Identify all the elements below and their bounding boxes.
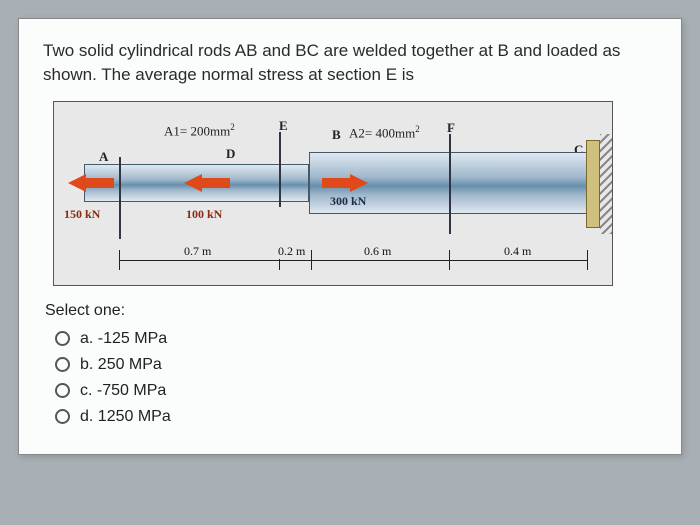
- dim-1: 0.7 m: [182, 244, 213, 259]
- option-d[interactable]: d. 1250 MPa: [55, 408, 657, 426]
- arrow-150kn: [68, 174, 114, 192]
- radio-icon: [55, 357, 70, 372]
- dim-line: [449, 260, 587, 261]
- section-e: [279, 132, 281, 207]
- option-a[interactable]: a. -125 MPa: [55, 330, 657, 348]
- select-label: Select one:: [45, 302, 657, 320]
- section-f: [449, 134, 451, 234]
- dim-3: 0.6 m: [362, 244, 393, 259]
- option-label: a. -125 MPa: [80, 330, 167, 348]
- option-label: c. -750 MPa: [80, 382, 166, 400]
- radio-icon: [55, 331, 70, 346]
- force-150: 150 kN: [64, 207, 100, 222]
- force-100: 100 kN: [186, 207, 222, 222]
- dim-line: [279, 260, 311, 261]
- tick-a: [119, 157, 121, 239]
- arrow-300kn: [322, 174, 368, 192]
- dim-tick: [587, 250, 588, 270]
- figure: A1= 200mm2 A2= 400mm2 E B F A D C 150 kN: [53, 101, 613, 286]
- option-b[interactable]: b. 250 MPa: [55, 356, 657, 374]
- dim-4: 0.4 m: [502, 244, 533, 259]
- point-a: A: [99, 149, 108, 165]
- radio-icon: [55, 383, 70, 398]
- question-text: Two solid cylindrical rods AB and BC are…: [43, 39, 657, 87]
- dim-2: 0.2 m: [276, 244, 307, 259]
- a2-label: A2= 400mm2: [349, 124, 420, 141]
- question-card: Two solid cylindrical rods AB and BC are…: [18, 18, 682, 455]
- option-label: d. 1250 MPa: [80, 408, 171, 426]
- arrow-100kn: [184, 174, 230, 192]
- option-c[interactable]: c. -750 MPa: [55, 382, 657, 400]
- point-b: B: [332, 127, 341, 143]
- force-300: 300 kN: [330, 194, 366, 209]
- wall-hatch: [600, 134, 612, 234]
- dim-line: [119, 260, 279, 261]
- a1-label: A1= 200mm2: [164, 122, 235, 139]
- point-d: D: [226, 146, 235, 162]
- option-label: b. 250 MPa: [80, 356, 162, 374]
- wall: [586, 140, 600, 228]
- radio-icon: [55, 409, 70, 424]
- dim-line: [311, 260, 449, 261]
